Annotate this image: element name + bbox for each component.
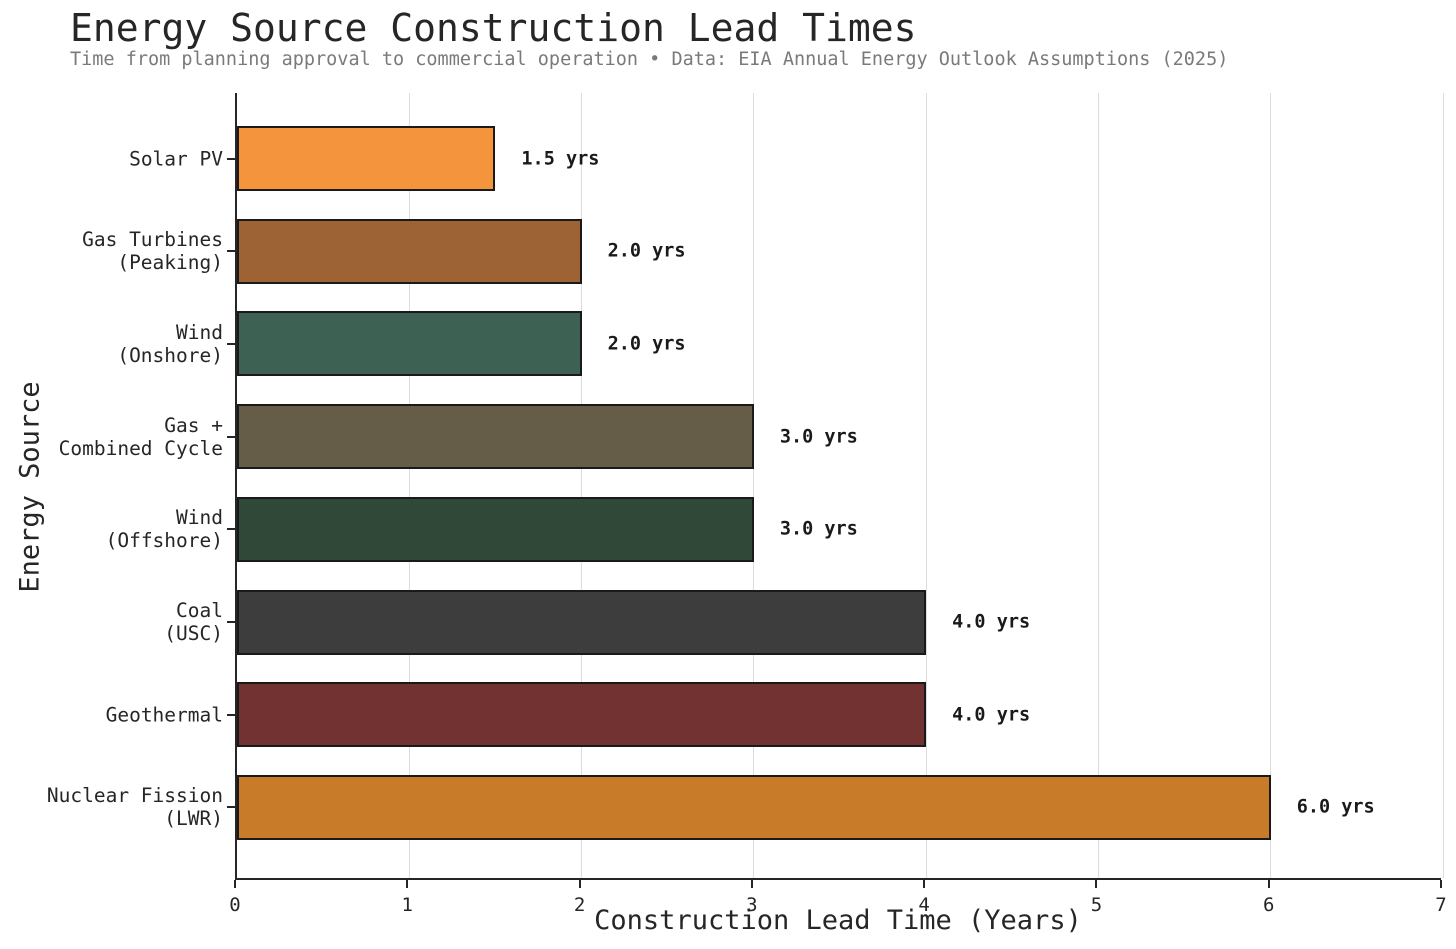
gridline-x-7	[1442, 93, 1444, 878]
xtick-label-6: 6	[1262, 894, 1275, 916]
ytick-label: Gas Turbines (Peaking)	[82, 228, 223, 275]
ytick-label: Nuclear Fission (LWR)	[46, 784, 223, 831]
bar-value-label: 4.0 yrs	[952, 704, 1031, 726]
ytick-mark	[227, 713, 235, 716]
bar-solar-pv	[237, 126, 496, 191]
ytick-label: Wind (Offshore)	[105, 506, 223, 553]
bar-wind	[237, 311, 582, 377]
xtick-label-7: 7	[1435, 894, 1447, 916]
gridline-x-6	[1270, 93, 1272, 878]
xtick-mark	[750, 880, 753, 888]
xtick-mark	[578, 880, 581, 888]
bar-value-label: 2.0 yrs	[607, 333, 686, 355]
xtick-label-0: 0	[229, 894, 241, 916]
ytick-label: Solar PV	[129, 147, 223, 170]
xtick-mark	[1267, 880, 1270, 888]
gridline-x-3	[753, 93, 755, 878]
gridline-x-4	[925, 93, 927, 878]
bar-value-label: 3.0 yrs	[779, 518, 858, 540]
bar-geothermal	[237, 682, 927, 748]
xtick-mark	[406, 880, 409, 888]
ytick-mark	[227, 528, 235, 531]
gridline-x-1	[408, 93, 410, 878]
bar-value-label: 2.0 yrs	[607, 240, 686, 262]
bar-value-label: 1.5 yrs	[521, 148, 600, 169]
gridline-x-5	[1097, 93, 1099, 878]
chart-subtitle: Time from planning approval to commercia…	[70, 49, 1229, 70]
bar-value-label: 6.0 yrs	[1296, 796, 1375, 818]
chart-title: Energy Source Construction Lead Times	[70, 6, 917, 50]
xtick-mark	[1095, 880, 1098, 888]
bar-nuclear-fission	[237, 774, 1271, 840]
xtick-mark	[234, 880, 236, 888]
xtick-label-1: 1	[401, 894, 414, 916]
ytick-mark	[227, 342, 235, 345]
plot-area: 1.5 yrs 2.0 yrs 2.0 yrs 3.0 yrs 3.0 yrs 4.0 y…	[235, 93, 1444, 880]
x-axis-label: Construction Lead Time (Years)	[594, 905, 1082, 936]
ytick-label: Wind (Onshore)	[117, 320, 223, 367]
bar-gas-	[237, 404, 754, 470]
bar-wind	[237, 496, 754, 562]
xtick-mark	[1440, 880, 1442, 888]
ytick-label: Geothermal	[105, 703, 223, 727]
bar-value-label: 3.0 yrs	[779, 426, 858, 448]
xtick-label-3: 3	[746, 894, 758, 916]
xtick-label-5: 5	[1090, 894, 1103, 916]
ytick-mark	[227, 621, 235, 623]
ytick-mark	[227, 250, 235, 253]
ytick-label: Coal (USC)	[164, 599, 223, 645]
bar-value-label: 4.0 yrs	[952, 611, 1031, 633]
ytick-mark	[227, 806, 235, 809]
bar-gas-turbines	[237, 218, 582, 284]
ytick-label: Gas + Combined Cycle	[58, 413, 223, 460]
xtick-label-4: 4	[918, 894, 930, 916]
ytick-mark	[227, 435, 235, 438]
ytick-mark	[227, 157, 235, 160]
xtick-label-2: 2	[573, 894, 586, 916]
bar-coal	[237, 589, 927, 655]
xtick-mark	[923, 880, 926, 888]
gridline-x-2	[581, 93, 583, 878]
